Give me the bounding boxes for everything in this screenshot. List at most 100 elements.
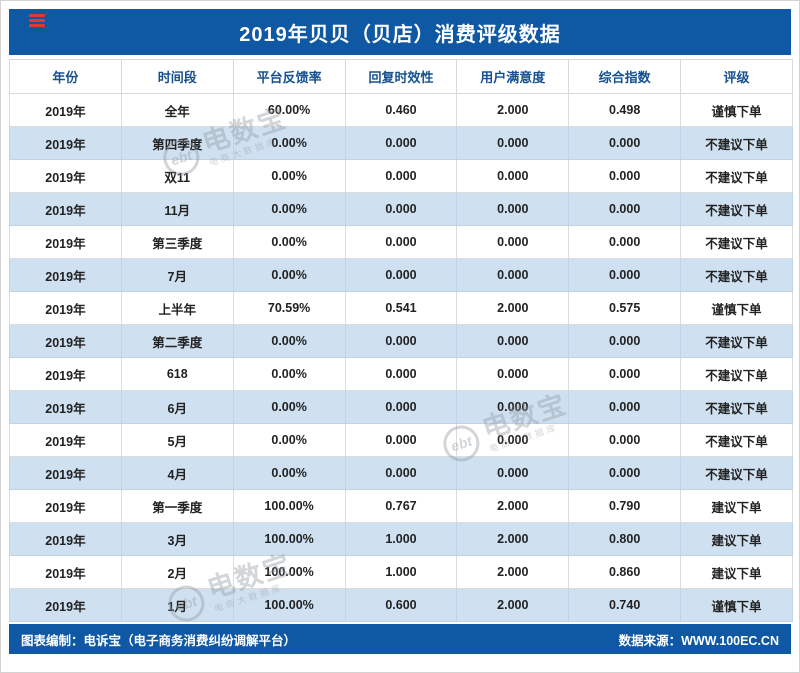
table-cell: 第二季度	[120, 324, 234, 358]
table-cell: 60.00%	[232, 93, 346, 127]
table-cell: 全年	[120, 93, 234, 127]
table-cell: 11月	[120, 192, 234, 226]
table-row: 2019年 618 0.00% 0.000 0.000 0.000 不建议下单	[9, 357, 793, 391]
table-row: 2019年 第三季度 0.00% 0.000 0.000 0.000 不建议下单	[9, 225, 793, 259]
table-cell: 3月	[120, 522, 234, 556]
table-cell: 1.000	[344, 522, 458, 556]
red-corner-mark-icon	[29, 14, 45, 27]
table-cell: 0.00%	[232, 456, 346, 490]
table-cell: 不建议下单	[680, 192, 793, 226]
table-cell: 2019年	[9, 390, 122, 424]
table-cell: 2.000	[456, 555, 570, 589]
table-cell: 不建议下单	[680, 456, 793, 490]
table-cell: 不建议下单	[680, 357, 793, 391]
table-cell: 不建议下单	[680, 324, 793, 358]
table-cell: 0.000	[456, 192, 570, 226]
table-cell: 0.000	[456, 456, 570, 490]
table-cell: 2019年	[9, 324, 122, 358]
table-cell: 2月	[120, 555, 234, 589]
table-cell: 0.740	[568, 588, 682, 622]
table-cell: 2019年	[9, 291, 122, 325]
table-cell: 0.000	[344, 390, 458, 424]
table-cell: 0.498	[568, 93, 682, 127]
table-cell: 6月	[120, 390, 234, 424]
table-cell: 100.00%	[232, 522, 346, 556]
table-cell: 建议下单	[680, 522, 793, 556]
table-cell: 建议下单	[680, 489, 793, 523]
table-cell: 2019年	[9, 456, 122, 490]
table-cell: 2019年	[9, 93, 122, 127]
title-bar: 2019年贝贝（贝店）消费评级数据	[9, 9, 791, 55]
table-cell: 0.460	[344, 93, 458, 127]
table-cell: 0.000	[456, 225, 570, 259]
table-cell: 0.00%	[232, 159, 346, 193]
table-cell: 0.000	[568, 423, 682, 457]
col-header-composite-index: 综合指数	[568, 59, 682, 94]
table-cell: 0.00%	[232, 225, 346, 259]
table-cell: 0.541	[344, 291, 458, 325]
table-cell: 0.000	[568, 159, 682, 193]
table-cell: 2019年	[9, 522, 122, 556]
table-cell: 1月	[120, 588, 234, 622]
table-cell: 不建议下单	[680, 126, 793, 160]
table-cell: 不建议下单	[680, 225, 793, 259]
table-cell: 2.000	[456, 291, 570, 325]
table-cell: 0.000	[456, 126, 570, 160]
table-cell: 0.000	[568, 126, 682, 160]
table-row: 2019年 第二季度 0.00% 0.000 0.000 0.000 不建议下单	[9, 324, 793, 358]
table-cell: 0.000	[344, 258, 458, 292]
table-cell: 0.860	[568, 555, 682, 589]
table-cell: 70.59%	[232, 291, 346, 325]
table-cell: 双11	[120, 159, 234, 193]
table-cell: 7月	[120, 258, 234, 292]
table-cell: 第一季度	[120, 489, 234, 523]
table-cell: 2019年	[9, 159, 122, 193]
table-row: 2019年 1月 100.00% 0.600 2.000 0.740 谨慎下单	[9, 588, 793, 622]
footer-source: 数据来源：WWW.100EC.CN	[618, 633, 779, 648]
table-cell: 谨慎下单	[680, 93, 793, 127]
table-cell: 0.600	[344, 588, 458, 622]
footer-bar: 图表编制：电诉宝（电子商务消费纠纷调解平台） 数据来源：WWW.100EC.CN	[9, 624, 791, 654]
table-cell: 0.000	[568, 390, 682, 424]
table-cell: 0.000	[568, 258, 682, 292]
table-cell: 100.00%	[232, 588, 346, 622]
table-cell: 0.575	[568, 291, 682, 325]
table-cell: 2019年	[9, 258, 122, 292]
table-cell: 0.000	[456, 258, 570, 292]
table-row: 2019年 2月 100.00% 1.000 2.000 0.860 建议下单	[9, 555, 793, 589]
table-cell: 0.000	[456, 357, 570, 391]
table-row: 2019年 4月 0.00% 0.000 0.000 0.000 不建议下单	[9, 456, 793, 490]
table-header-row: 年份 时间段 平台反馈率 回复时效性 用户满意度 综合指数 评级	[9, 59, 793, 94]
table-row: 2019年 双11 0.00% 0.000 0.000 0.000 不建议下单	[9, 159, 793, 193]
table-cell: 0.000	[344, 357, 458, 391]
table-row: 2019年 第一季度 100.00% 0.767 2.000 0.790 建议下单	[9, 489, 793, 523]
table-cell: 谨慎下单	[680, 291, 793, 325]
table-cell: 0.000	[344, 159, 458, 193]
table-row: 2019年 6月 0.00% 0.000 0.000 0.000 不建议下单	[9, 390, 793, 424]
table-cell: 不建议下单	[680, 390, 793, 424]
table-cell: 0.000	[344, 225, 458, 259]
table-cell: 0.00%	[232, 192, 346, 226]
table-cell: 100.00%	[232, 555, 346, 589]
table-cell: 上半年	[120, 291, 234, 325]
table-cell: 0.00%	[232, 324, 346, 358]
rating-table: 年份 时间段 平台反馈率 回复时效性 用户满意度 综合指数 评级 2019年 全年…	[9, 59, 793, 622]
table-cell: 4月	[120, 456, 234, 490]
table-cell: 2.000	[456, 93, 570, 127]
table-cell: 0.00%	[232, 390, 346, 424]
table-body: 2019年 全年 60.00% 0.460 2.000 0.498 谨慎下单 2019年 第四季…	[9, 93, 793, 622]
table-cell: 0.000	[456, 159, 570, 193]
table-cell: 不建议下单	[680, 423, 793, 457]
table-cell: 100.00%	[232, 489, 346, 523]
table-cell: 0.000	[344, 126, 458, 160]
table-cell: 0.000	[568, 225, 682, 259]
table-cell: 5月	[120, 423, 234, 457]
table-cell: 0.767	[344, 489, 458, 523]
table-cell: 2019年	[9, 357, 122, 391]
table-cell: 0.00%	[232, 423, 346, 457]
table-cell: 0.000	[344, 192, 458, 226]
col-header-feedback-rate: 平台反馈率	[232, 59, 346, 94]
col-header-period: 时间段	[120, 59, 234, 94]
table-cell: 0.000	[568, 357, 682, 391]
col-header-rating: 评级	[680, 59, 793, 94]
